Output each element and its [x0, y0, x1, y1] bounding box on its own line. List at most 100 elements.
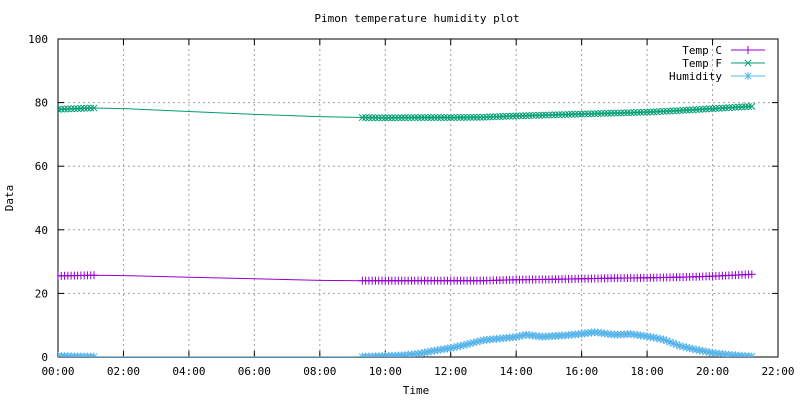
- y-axis-label: Data: [3, 185, 16, 212]
- data-point: [555, 111, 563, 119]
- y-tick-label: 0: [41, 351, 48, 364]
- data-point: [689, 106, 697, 114]
- data-point: [430, 113, 438, 122]
- data-point: [731, 103, 740, 111]
- x-tick-label: 14:00: [500, 365, 533, 378]
- y-tick-label: 100: [28, 33, 48, 46]
- data-point: [597, 109, 605, 118]
- data-point: [748, 102, 756, 110]
- data-point: [83, 104, 92, 112]
- y-tick-label: 80: [35, 97, 48, 110]
- data-point: [669, 107, 677, 115]
- data-point: [600, 109, 609, 117]
- data-point: [74, 104, 82, 113]
- data-point: [427, 113, 435, 122]
- legend-label: Temp F: [682, 57, 722, 70]
- data-point: [578, 110, 586, 118]
- data-point: [705, 105, 713, 113]
- data-point: [656, 107, 664, 116]
- data-point: [440, 113, 448, 122]
- y-tick-label: 60: [35, 160, 48, 173]
- data-point: [679, 106, 687, 114]
- x-tick-label: 08:00: [303, 365, 336, 378]
- data-point: [607, 109, 615, 117]
- data-point: [545, 111, 553, 119]
- data-point: [551, 111, 560, 119]
- legend-label: Humidity: [669, 70, 722, 83]
- data-point: [617, 109, 625, 117]
- data-point: [492, 113, 501, 121]
- data-point: [558, 111, 566, 119]
- data-point: [443, 113, 452, 122]
- data-point: [728, 103, 736, 112]
- data-point: [663, 107, 671, 115]
- data-point: [643, 108, 651, 116]
- data-point: [384, 114, 393, 122]
- y-tick-labels: 0 20 40 60 80 100: [28, 33, 48, 364]
- data-point: [463, 113, 471, 121]
- data-point: [630, 108, 638, 117]
- data-point: [479, 113, 488, 121]
- data-point: [744, 72, 752, 80]
- data-point: [623, 109, 632, 117]
- data-point: [64, 105, 72, 113]
- data-point: [365, 114, 373, 122]
- data-point: [692, 106, 700, 114]
- data-point: [58, 105, 62, 113]
- x-tick-label: 02:00: [107, 365, 140, 378]
- data-point: [636, 108, 645, 116]
- data-point: [535, 111, 543, 119]
- data-point: [476, 113, 484, 121]
- data-point: [67, 105, 75, 113]
- data-point: [604, 109, 612, 117]
- data-point: [417, 113, 425, 122]
- data-point: [525, 112, 533, 120]
- data-point: [58, 105, 65, 113]
- x-tick-label: 16:00: [565, 365, 598, 378]
- data-point: [456, 113, 465, 122]
- x-tick-label: 18:00: [631, 365, 664, 378]
- data-point: [542, 111, 550, 119]
- data-point: [371, 114, 380, 122]
- data-point: [744, 46, 752, 54]
- data-point: [594, 110, 602, 118]
- data-point: [450, 113, 458, 122]
- data-point: [420, 113, 429, 122]
- data-point: [708, 105, 717, 113]
- data-point: [587, 110, 596, 118]
- data-point: [453, 113, 461, 122]
- data-point: [741, 103, 749, 111]
- data-point: [460, 113, 468, 121]
- data-point: [682, 106, 690, 114]
- data-point: [712, 104, 720, 113]
- series-humidity: [58, 328, 756, 357]
- data-point: [738, 103, 746, 111]
- data-point: [398, 114, 406, 122]
- data-point: [434, 113, 442, 122]
- data-point: [509, 112, 517, 120]
- x-axis-label: Time: [403, 384, 430, 397]
- x-tick-label: 06:00: [238, 365, 271, 378]
- x-tick-label: 22:00: [761, 365, 794, 378]
- data-point: [538, 111, 546, 119]
- data-point: [519, 112, 527, 120]
- data-point: [414, 113, 422, 122]
- data-point: [718, 104, 726, 112]
- data-point: [574, 110, 582, 118]
- data-point: [486, 113, 494, 121]
- data-point: [686, 106, 694, 114]
- data-point: [627, 109, 635, 117]
- data-point: [653, 108, 661, 116]
- data-point: [473, 113, 481, 121]
- data-point: [666, 107, 674, 115]
- series-temp-c: [58, 270, 756, 285]
- data-point: [502, 112, 510, 120]
- data-point: [77, 104, 85, 112]
- data-point: [695, 105, 704, 113]
- data-point: [378, 114, 386, 122]
- chart-title: Pimon temperature humidity plot: [314, 12, 519, 25]
- data-point: [401, 114, 409, 122]
- data-point: [744, 103, 753, 111]
- axis-ticks: [57, 38, 779, 358]
